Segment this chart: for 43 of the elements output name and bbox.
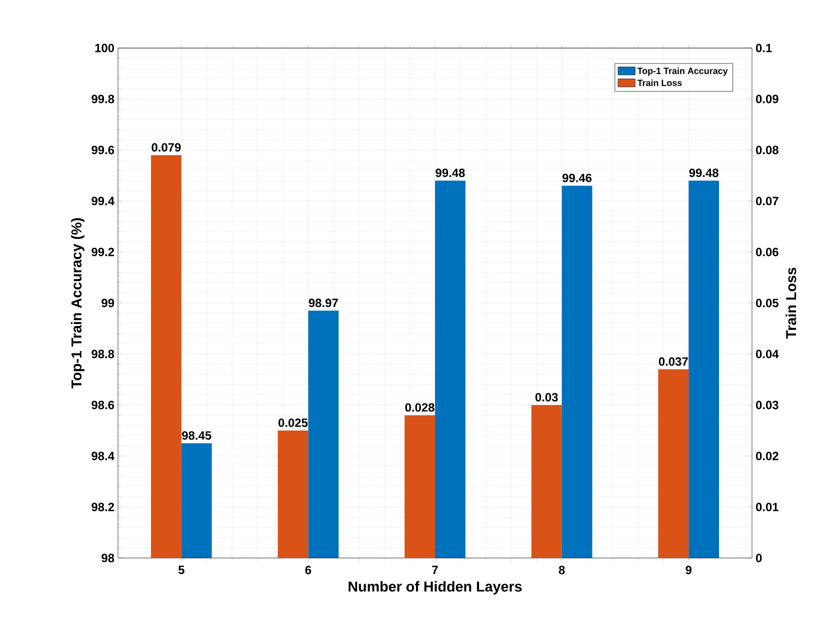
y2-tick-label: 0.02 xyxy=(756,452,778,460)
data-label: 98.97 xyxy=(308,298,338,308)
y-tick-label: 99.6 xyxy=(92,146,114,154)
y2-tick-label: 0 xyxy=(756,554,762,562)
data-label: 0.037 xyxy=(658,357,688,366)
x-tick-label: 6 xyxy=(305,566,312,574)
y2-tick-label: 0.05 xyxy=(756,298,778,308)
data-label: 0.03 xyxy=(535,393,558,402)
data-label: 0.028 xyxy=(405,403,434,412)
x-tick-label: 7 xyxy=(432,566,438,574)
data-label: 99.48 xyxy=(436,168,465,178)
y2-tick-label: 0.07 xyxy=(756,196,778,206)
data-label: 0.025 xyxy=(278,418,308,427)
y2-tick-label: 0.03 xyxy=(756,400,778,410)
data-label: 0.079 xyxy=(152,143,181,152)
y2-tick-label: 0.09 xyxy=(756,94,778,104)
y2-tick-label: 0.1 xyxy=(756,44,772,52)
data-label: 99.46 xyxy=(562,174,592,182)
y2-tick-label: 0.01 xyxy=(756,502,778,512)
x-tick-label: 9 xyxy=(686,566,692,574)
x-tick-label: 8 xyxy=(558,566,565,574)
y2-axis-title: Train Loss xyxy=(786,268,796,339)
legend-label: Train Loss xyxy=(637,79,682,86)
data-label: 99.48 xyxy=(689,168,718,178)
y-tick-label: 98.4 xyxy=(92,452,114,460)
y2-tick-label: 0.04 xyxy=(756,350,779,358)
x-tick-label: 5 xyxy=(178,566,184,574)
y-tick-label: 98.2 xyxy=(92,502,114,512)
y-tick-label: 98 xyxy=(102,554,114,562)
bar xyxy=(150,155,182,558)
y-tick-label: 99 xyxy=(102,298,114,308)
x-axis-title: Number of Hidden Layers xyxy=(348,581,522,594)
y-tick-label: 99.4 xyxy=(92,196,114,206)
y2-tick-label: 0.06 xyxy=(756,248,778,256)
y-tick-label: 98.6 xyxy=(92,400,114,410)
y-tick-label: 100 xyxy=(95,44,114,52)
y-tick-label: 99.2 xyxy=(92,248,114,256)
y-axis-title: Top-1 Train Accuracy (%) xyxy=(71,218,84,388)
legend-label: Top-1 Train Accuracy xyxy=(637,67,728,76)
y-tick-label: 99.8 xyxy=(92,94,114,104)
y-tick-label: 98.8 xyxy=(92,350,114,358)
data-label: 98.45 xyxy=(182,431,212,440)
y2-tick-label: 0.08 xyxy=(756,146,778,154)
